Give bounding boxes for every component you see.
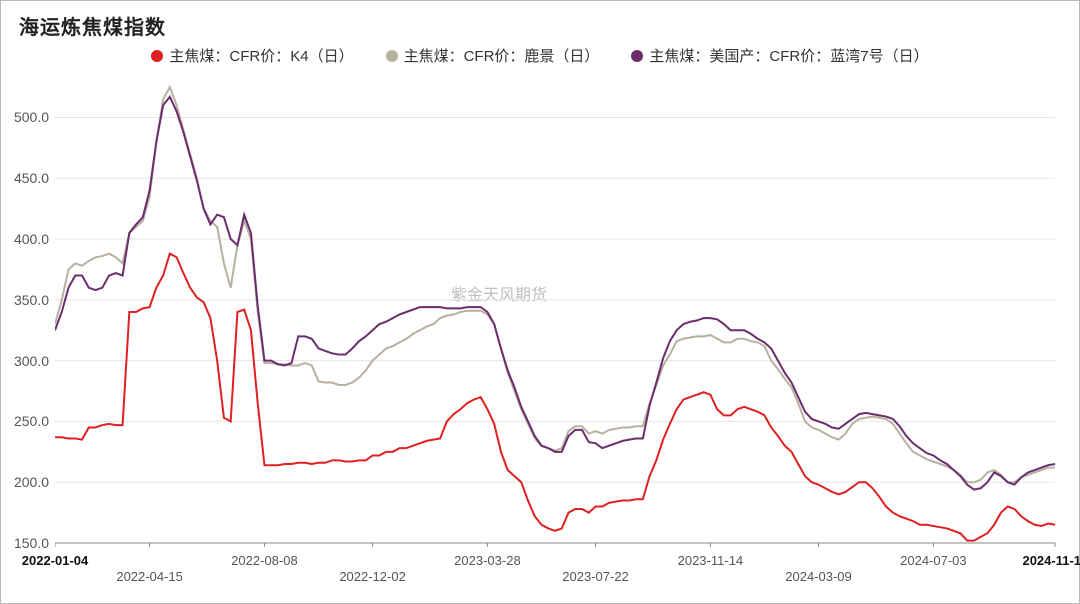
- x-tick-label: 2023-11-14: [678, 553, 744, 568]
- y-tick-label: 250.0: [3, 413, 49, 429]
- x-tick-label: 2022-04-15: [116, 569, 183, 584]
- y-tick-label: 350.0: [3, 292, 49, 308]
- legend-marker-k4: [151, 50, 163, 62]
- legend: 主焦煤：CFR价：K4（日） 主焦煤：CFR价：鹿景（日） 主焦煤：美国产：CF…: [1, 45, 1079, 66]
- legend-label-k4: 主焦煤：CFR价：K4（日）: [169, 45, 353, 66]
- y-tick-label: 300.0: [3, 353, 49, 369]
- legend-marker-lujing: [386, 50, 398, 62]
- y-tick-label: 200.0: [3, 474, 49, 490]
- x-tick-label: 2024-11-11: [1022, 553, 1080, 568]
- chart-container: 海运炼焦煤指数 主焦煤：CFR价：K4（日） 主焦煤：CFR价：鹿景（日） 主焦…: [0, 0, 1080, 604]
- legend-label-bluebay7: 主焦煤：美国产：CFR价：蓝湾7号（日）: [649, 45, 928, 66]
- legend-item-bluebay7[interactable]: 主焦煤：美国产：CFR价：蓝湾7号（日）: [631, 45, 928, 66]
- legend-item-k4[interactable]: 主焦煤：CFR价：K4（日）: [151, 45, 353, 66]
- chart-title: 海运炼焦煤指数: [19, 11, 166, 40]
- y-tick-label: 500.0: [3, 109, 49, 125]
- legend-marker-bluebay7: [631, 50, 643, 62]
- x-tick-label: 2022-08-08: [231, 553, 298, 568]
- legend-label-lujing: 主焦煤：CFR价：鹿景（日）: [404, 45, 600, 66]
- x-tick-label: 2022-01-04: [22, 553, 89, 568]
- x-tick-label: 2022-12-02: [339, 569, 406, 584]
- y-tick-label: 150.0: [3, 535, 49, 551]
- x-tick-label: 2023-03-28: [454, 553, 521, 568]
- legend-item-lujing[interactable]: 主焦煤：CFR价：鹿景（日）: [386, 45, 600, 66]
- y-tick-label: 450.0: [3, 170, 49, 186]
- y-tick-label: 400.0: [3, 231, 49, 247]
- x-tick-label: 2024-03-09: [785, 569, 852, 584]
- x-tick-label: 2023-07-22: [562, 569, 629, 584]
- x-tick-label: 2024-07-03: [900, 553, 967, 568]
- chart-plot: [55, 77, 1061, 547]
